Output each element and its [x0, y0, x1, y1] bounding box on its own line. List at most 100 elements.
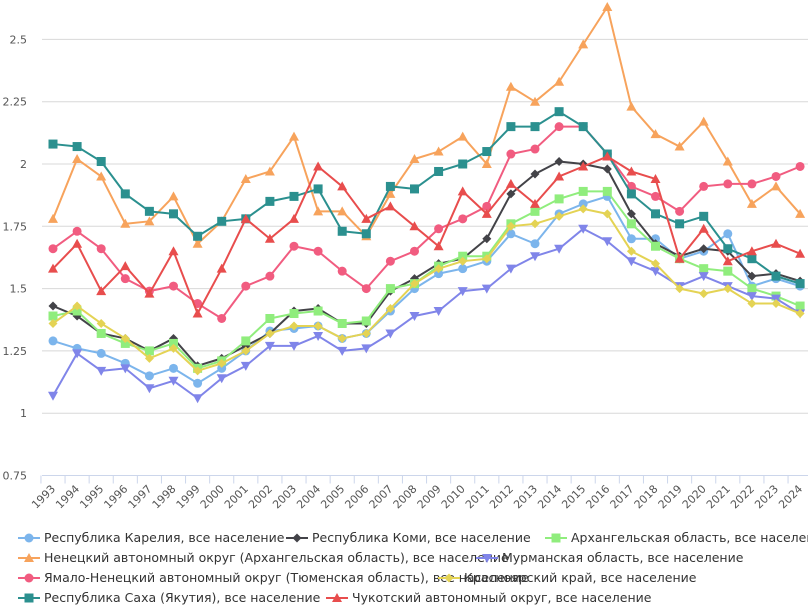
data-point[interactable] [241, 346, 251, 356]
legend-item[interactable]: Республика Саха (Якутия), все население [18, 590, 320, 605]
data-point[interactable] [240, 213, 251, 223]
data-point[interactable] [361, 328, 371, 338]
data-point[interactable] [651, 259, 660, 269]
data-point[interactable] [578, 186, 588, 196]
data-point[interactable] [650, 267, 661, 277]
data-point[interactable] [48, 391, 58, 401]
data-point[interactable] [554, 194, 564, 204]
data-point[interactable] [72, 226, 82, 236]
data-point[interactable] [795, 208, 806, 218]
data-point[interactable] [216, 263, 227, 273]
data-point[interactable] [241, 281, 251, 291]
data-point[interactable] [530, 96, 540, 106]
data-point[interactable] [169, 209, 178, 219]
data-point[interactable] [699, 244, 709, 254]
data-point[interactable] [361, 229, 371, 239]
data-point[interactable] [771, 181, 781, 191]
data-point[interactable] [385, 181, 395, 191]
data-point[interactable] [240, 361, 251, 371]
data-point[interactable] [385, 284, 395, 294]
data-point[interactable] [458, 214, 468, 224]
data-point[interactable] [313, 246, 323, 256]
data-point[interactable] [217, 314, 227, 324]
data-point[interactable] [747, 179, 757, 189]
data-point[interactable] [554, 107, 564, 117]
legend-item[interactable]: Ямало-Ненецкий автономный округ (Тюменск… [18, 570, 529, 585]
data-point[interactable] [120, 274, 130, 284]
legend-marker-shape[interactable] [482, 553, 492, 563]
data-point[interactable] [264, 233, 275, 243]
data-point[interactable] [193, 231, 203, 241]
data-point[interactable] [72, 154, 83, 164]
data-point[interactable] [771, 299, 781, 309]
data-point[interactable] [48, 311, 58, 321]
data-point[interactable] [96, 171, 107, 181]
data-point[interactable] [481, 208, 492, 218]
data-point[interactable] [96, 318, 106, 328]
data-point[interactable] [554, 244, 565, 254]
data-point[interactable] [482, 234, 492, 244]
data-point[interactable] [265, 271, 275, 281]
data-point[interactable] [698, 272, 709, 282]
data-point[interactable] [144, 206, 154, 216]
data-point[interactable] [409, 312, 420, 322]
data-point[interactable] [554, 211, 564, 221]
data-point[interactable] [506, 229, 516, 239]
data-point[interactable] [578, 224, 589, 234]
data-point[interactable] [626, 101, 637, 111]
legend-item[interactable]: Республика Коми, все население [286, 530, 531, 545]
data-point[interactable] [385, 304, 395, 314]
data-point[interactable] [795, 161, 805, 171]
data-point[interactable] [217, 358, 227, 368]
data-point[interactable] [530, 144, 540, 154]
data-point[interactable] [96, 244, 106, 254]
data-point[interactable] [217, 216, 227, 226]
data-point[interactable] [434, 264, 444, 274]
data-point[interactable] [168, 191, 179, 201]
data-point[interactable] [313, 321, 323, 331]
data-point[interactable] [651, 191, 660, 201]
data-point[interactable] [96, 286, 107, 296]
data-point[interactable] [530, 198, 540, 208]
data-point[interactable] [48, 213, 58, 223]
data-point[interactable] [217, 363, 227, 373]
data-point[interactable] [699, 289, 709, 299]
data-point[interactable] [699, 211, 709, 221]
data-point[interactable] [144, 346, 154, 356]
data-point[interactable] [361, 284, 371, 294]
data-point[interactable] [723, 244, 733, 254]
data-point[interactable] [675, 219, 685, 229]
data-point[interactable] [169, 363, 178, 373]
data-point[interactable] [72, 142, 82, 152]
data-point[interactable] [482, 147, 492, 157]
data-point[interactable] [602, 151, 613, 161]
data-point[interactable] [72, 349, 83, 359]
data-point[interactable] [482, 254, 492, 264]
data-point[interactable] [578, 199, 588, 209]
legend-item[interactable]: Мурманская область, все население [476, 550, 743, 565]
legend-marker-shape[interactable] [332, 592, 342, 602]
data-point[interactable] [723, 284, 733, 294]
data-point[interactable] [771, 271, 781, 281]
data-point[interactable] [72, 301, 82, 311]
data-point[interactable] [48, 336, 58, 346]
legend-item[interactable]: Ненецкий автономный округ (Архангельская… [18, 550, 509, 565]
data-point[interactable] [48, 139, 58, 149]
data-point[interactable] [675, 206, 685, 216]
legend-item[interactable]: Красноярский край, все население [438, 570, 696, 585]
data-point[interactable] [313, 331, 324, 341]
data-point[interactable] [120, 338, 130, 348]
data-point[interactable] [723, 266, 733, 276]
data-point[interactable] [120, 189, 130, 199]
data-point[interactable] [313, 184, 323, 194]
data-point[interactable] [602, 209, 612, 219]
data-point[interactable] [289, 131, 299, 141]
data-point[interactable] [409, 221, 420, 231]
data-point[interactable] [216, 374, 227, 384]
data-point[interactable] [481, 284, 492, 294]
data-point[interactable] [361, 344, 372, 354]
data-point[interactable] [385, 329, 396, 339]
data-point[interactable] [530, 252, 540, 262]
legend-item[interactable]: Чукотский автономный округ, все населени… [326, 590, 651, 605]
data-point[interactable] [578, 39, 589, 49]
